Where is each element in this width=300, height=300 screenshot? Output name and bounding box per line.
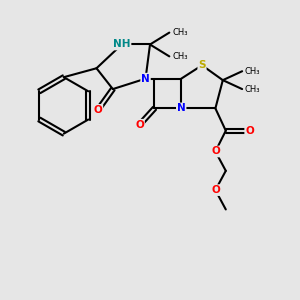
Text: O: O bbox=[211, 146, 220, 157]
Text: O: O bbox=[211, 185, 220, 195]
Text: O: O bbox=[94, 105, 102, 115]
Text: N: N bbox=[177, 103, 186, 113]
Text: O: O bbox=[135, 120, 144, 130]
Text: CH₃: CH₃ bbox=[173, 52, 188, 61]
Text: CH₃: CH₃ bbox=[244, 85, 260, 94]
Text: CH₃: CH₃ bbox=[244, 67, 260, 76]
Text: CH₃: CH₃ bbox=[173, 28, 188, 37]
Text: O: O bbox=[245, 126, 254, 136]
Text: NH: NH bbox=[113, 40, 130, 50]
Text: N: N bbox=[141, 74, 150, 84]
Text: S: S bbox=[198, 60, 206, 70]
